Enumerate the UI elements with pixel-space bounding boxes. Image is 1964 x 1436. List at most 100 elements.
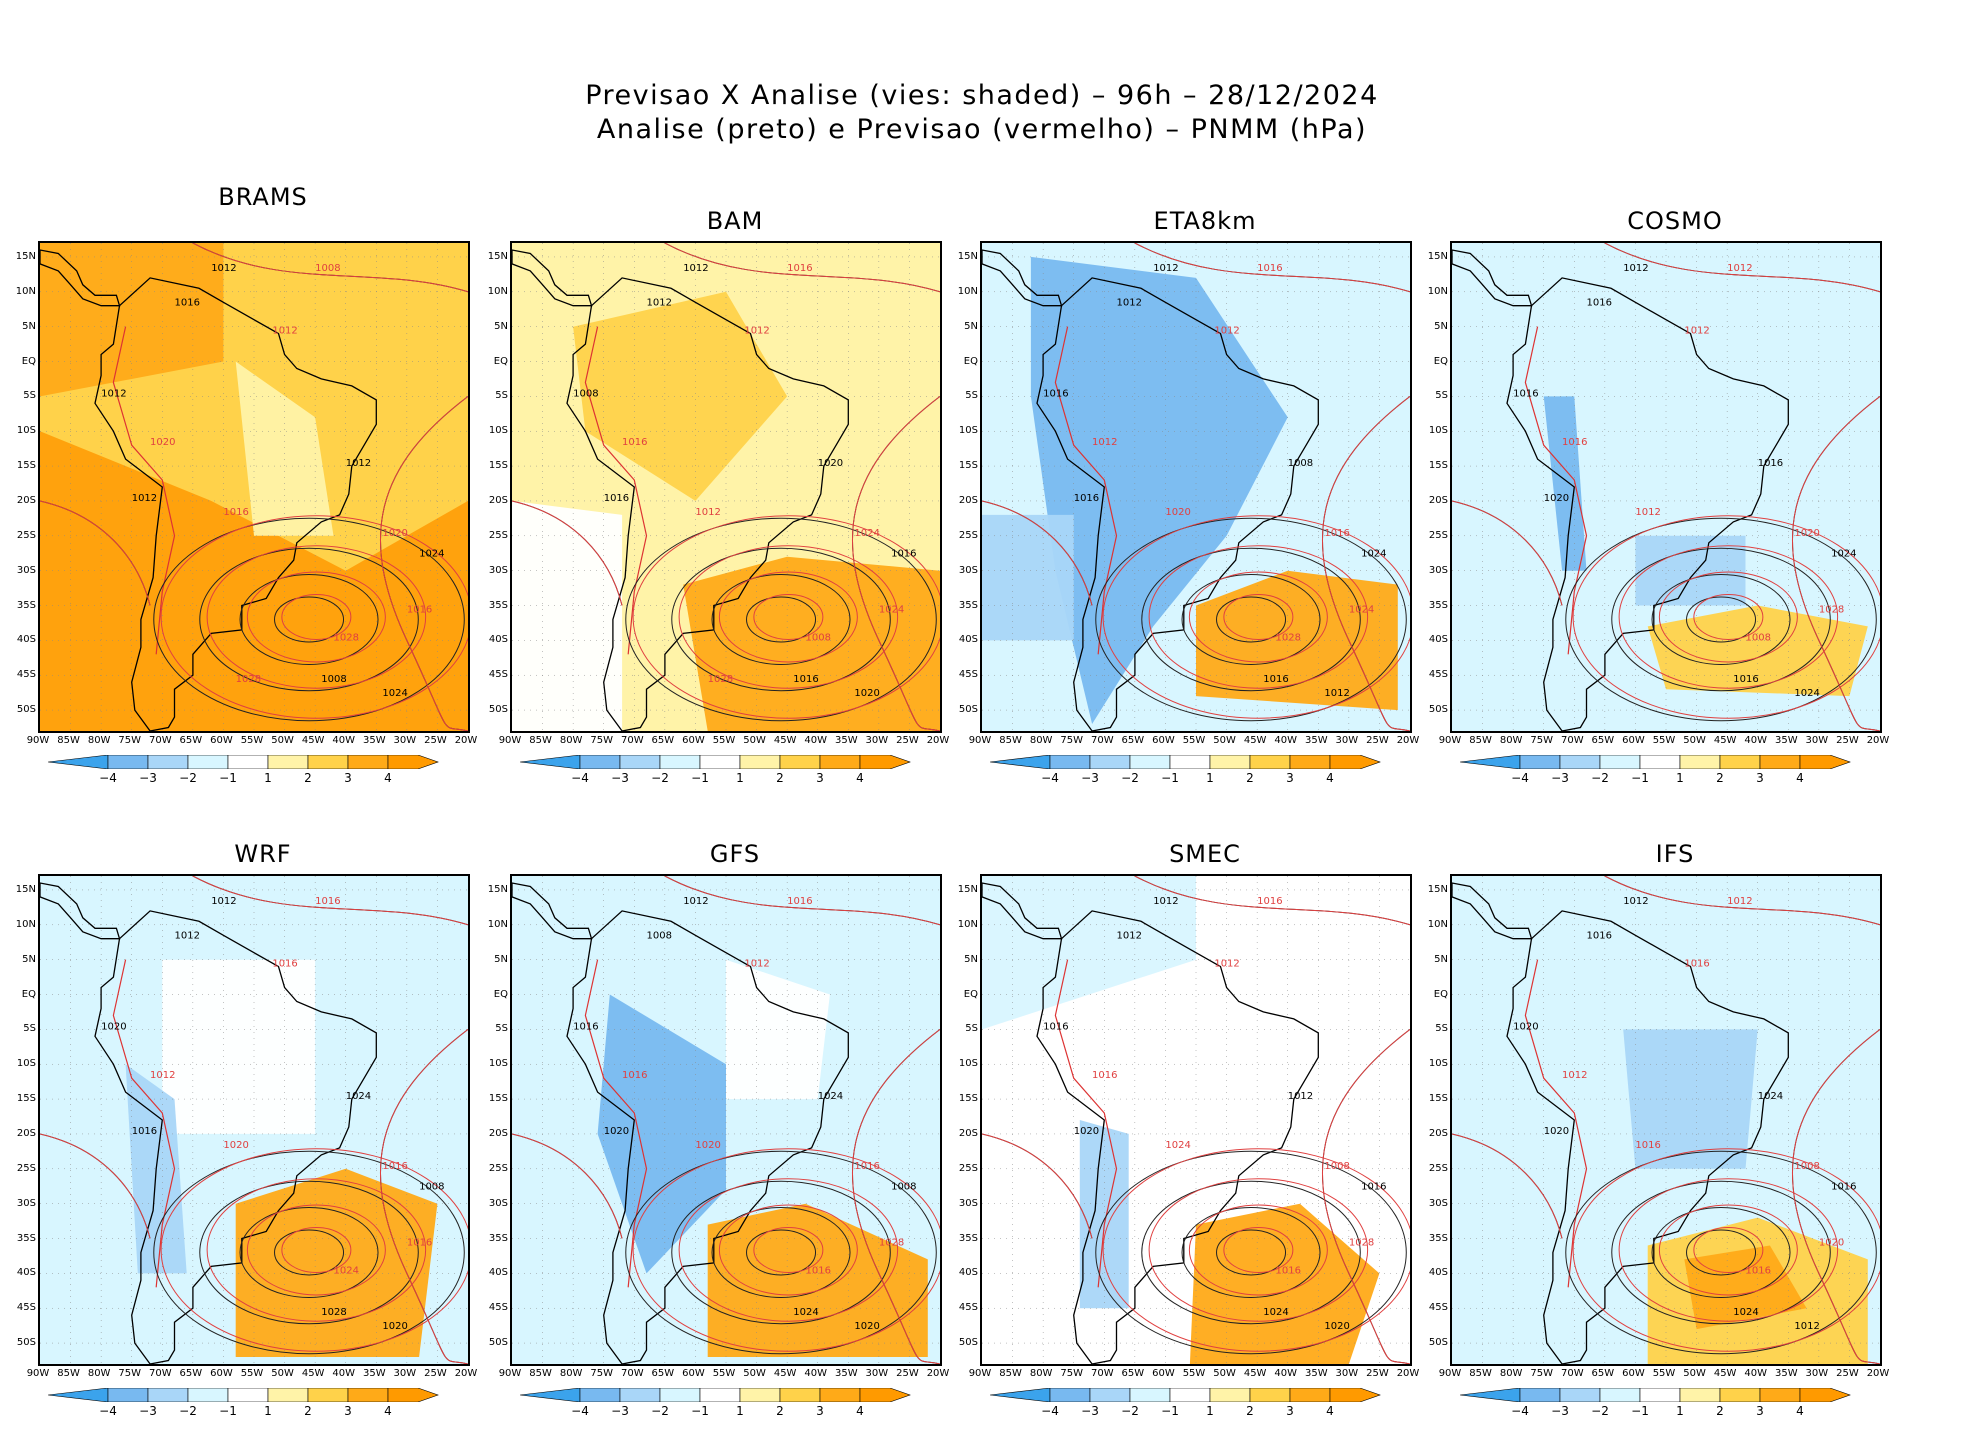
isobar-contour [852,1028,940,1364]
panel-model-name: IFS [1655,840,1695,868]
lat-tick-label: 15S [16,1093,36,1105]
contour-label: 1012 [1092,437,1117,448]
contour-label: 1016 [1275,1265,1300,1276]
lon-tick-label: 70W [148,735,172,746]
colorbar-swatch [1089,755,1131,769]
bias-shaded-region [1189,1203,1380,1364]
lon-tick-label: 45W [773,1368,797,1379]
isobar-contour [1322,395,1410,731]
isobar-contour [1658,1204,1798,1296]
contour-label: 1016 [315,896,340,907]
colorbar-label: 2 [304,771,312,785]
lat-tick-label: EQ [21,988,36,1000]
isobar-contour [1565,1150,1877,1355]
colorbar-swatch [1129,1388,1171,1402]
colorbar-swatch [107,1388,149,1402]
lat-tick-label: 5N [22,320,36,332]
isobar-contour [1181,1206,1321,1298]
map-svg: 1012 1008 1016 1012 1012 1020 1012 1016 1012 1020… [40,243,468,731]
colorbar-label: 1 [264,771,272,785]
colorbar-swatch [739,755,781,769]
colorbar-label: −4 [571,1404,589,1418]
isobar-contour [1651,573,1791,665]
contour-label: 1016 [1745,1265,1770,1276]
contour-label: 1008 [1794,1161,1819,1172]
colorbar-label: −3 [611,771,629,785]
colorbar-label: 2 [1246,1404,1254,1418]
contour-label: 1012 [1153,263,1178,274]
lat-tick-label: 30S [1428,1197,1448,1209]
colorbar-swatch [859,1388,911,1402]
lon-tick-label: 75W [1060,735,1084,746]
isobar-contour [632,515,940,719]
colorbar-label: −3 [1081,1404,1099,1418]
contour-label: 1020 [150,437,175,448]
coastline [1506,910,1789,1364]
contour-label: 1012 [1794,1321,1819,1332]
lon-tick-label: 35W [1774,735,1798,746]
contour-label: 1016 [132,1126,157,1137]
map-frame: 1012 1016 1012 1012 1008 1016 1016 1012 1020 1024… [488,241,942,733]
lon-tick-label: 45W [301,735,325,746]
isobar-contour [1452,1133,1563,1239]
lat-tick-label: EQ [963,355,978,367]
colorbar-swatch [267,755,309,769]
contour-label: 1028 [1819,604,1844,615]
colorbar-label: 3 [344,1404,352,1418]
contour-label: 1012 [272,326,297,337]
lon-tick-label: 50W [743,1368,766,1379]
isobar-contour [199,1180,419,1325]
bias-shaded-region [1030,256,1288,724]
model-panel-brams: BRAMS 1012 1008 1016 1012 1012 1020 1012 1016 101… [16,183,498,785]
colorbar-label: 3 [1286,771,1294,785]
contour-label: 1024 [419,549,444,560]
map-frame: 1012 1016 1012 1012 1016 1016 1020 1024 1012 1008… [958,874,1412,1366]
lon-tick-label: 50W [271,1368,294,1379]
isobar-contour [239,1206,379,1298]
lat-tick-label: 10N [15,285,36,297]
contour-label: 1028 [321,1307,346,1318]
isobar-contour [678,545,899,689]
lon-tick-label: 55W [1182,735,1206,746]
lon-tick-label: 90W [26,735,50,746]
lon-tick-label: 55W [1652,735,1676,746]
contour-label: 1012 [211,263,236,274]
bias-shaded-region [683,556,940,731]
isobar-contour [1188,1204,1328,1296]
lon-tick-label: 45W [1713,735,1737,746]
contour-label: 1012 [744,959,769,970]
lon-tick-label: 65W [1591,1368,1615,1379]
lon-tick-label: 55W [712,735,736,746]
contour-label: 1008 [315,263,340,274]
lat-tick-label: 40S [488,634,508,646]
map-frame: 1012 1008 1016 1012 1012 1020 1012 1016 1012 1020… [16,241,470,733]
contour-label: 1016 [1758,458,1783,469]
contour-label: 1024 [818,1091,843,1102]
colorbar [520,755,911,769]
lat-tick-label: 5N [1434,320,1448,332]
isobar-contour [1322,1028,1410,1364]
lat-tick-label: 25S [488,1162,508,1174]
lat-tick-label: 45S [16,669,36,681]
lon-tick-label: 40W [804,735,828,746]
contour-label: 1028 [879,1237,904,1248]
isobar-contour [711,1206,851,1298]
contour-label: 1024 [854,528,879,539]
colorbar-label: 2 [776,1404,784,1418]
contour-label: 1008 [573,388,598,399]
lon-tick-label: 60W [682,735,705,746]
contour-label: 1008 [805,632,830,643]
isobar-contour [1095,1150,1407,1355]
isobar-contour [1618,1178,1839,1322]
model-panel-bam: BAM 1012 1016 1012 1012 1008 1016 1016 1012 1020 1… [488,185,970,785]
contour-label: 1016 [854,1161,879,1172]
lat-tick-label: 10N [1427,285,1448,297]
colorbar-swatch [779,1388,821,1402]
lat-tick-label: 20S [1428,494,1448,506]
colorbar-label: 1 [1206,1404,1214,1418]
lat-tick-label: 30S [16,564,36,576]
isobar-contour [1658,571,1798,663]
lon-tick-label: 90W [498,1368,522,1379]
coastline [94,277,377,731]
lat-tick-label: 35S [1428,1232,1448,1244]
